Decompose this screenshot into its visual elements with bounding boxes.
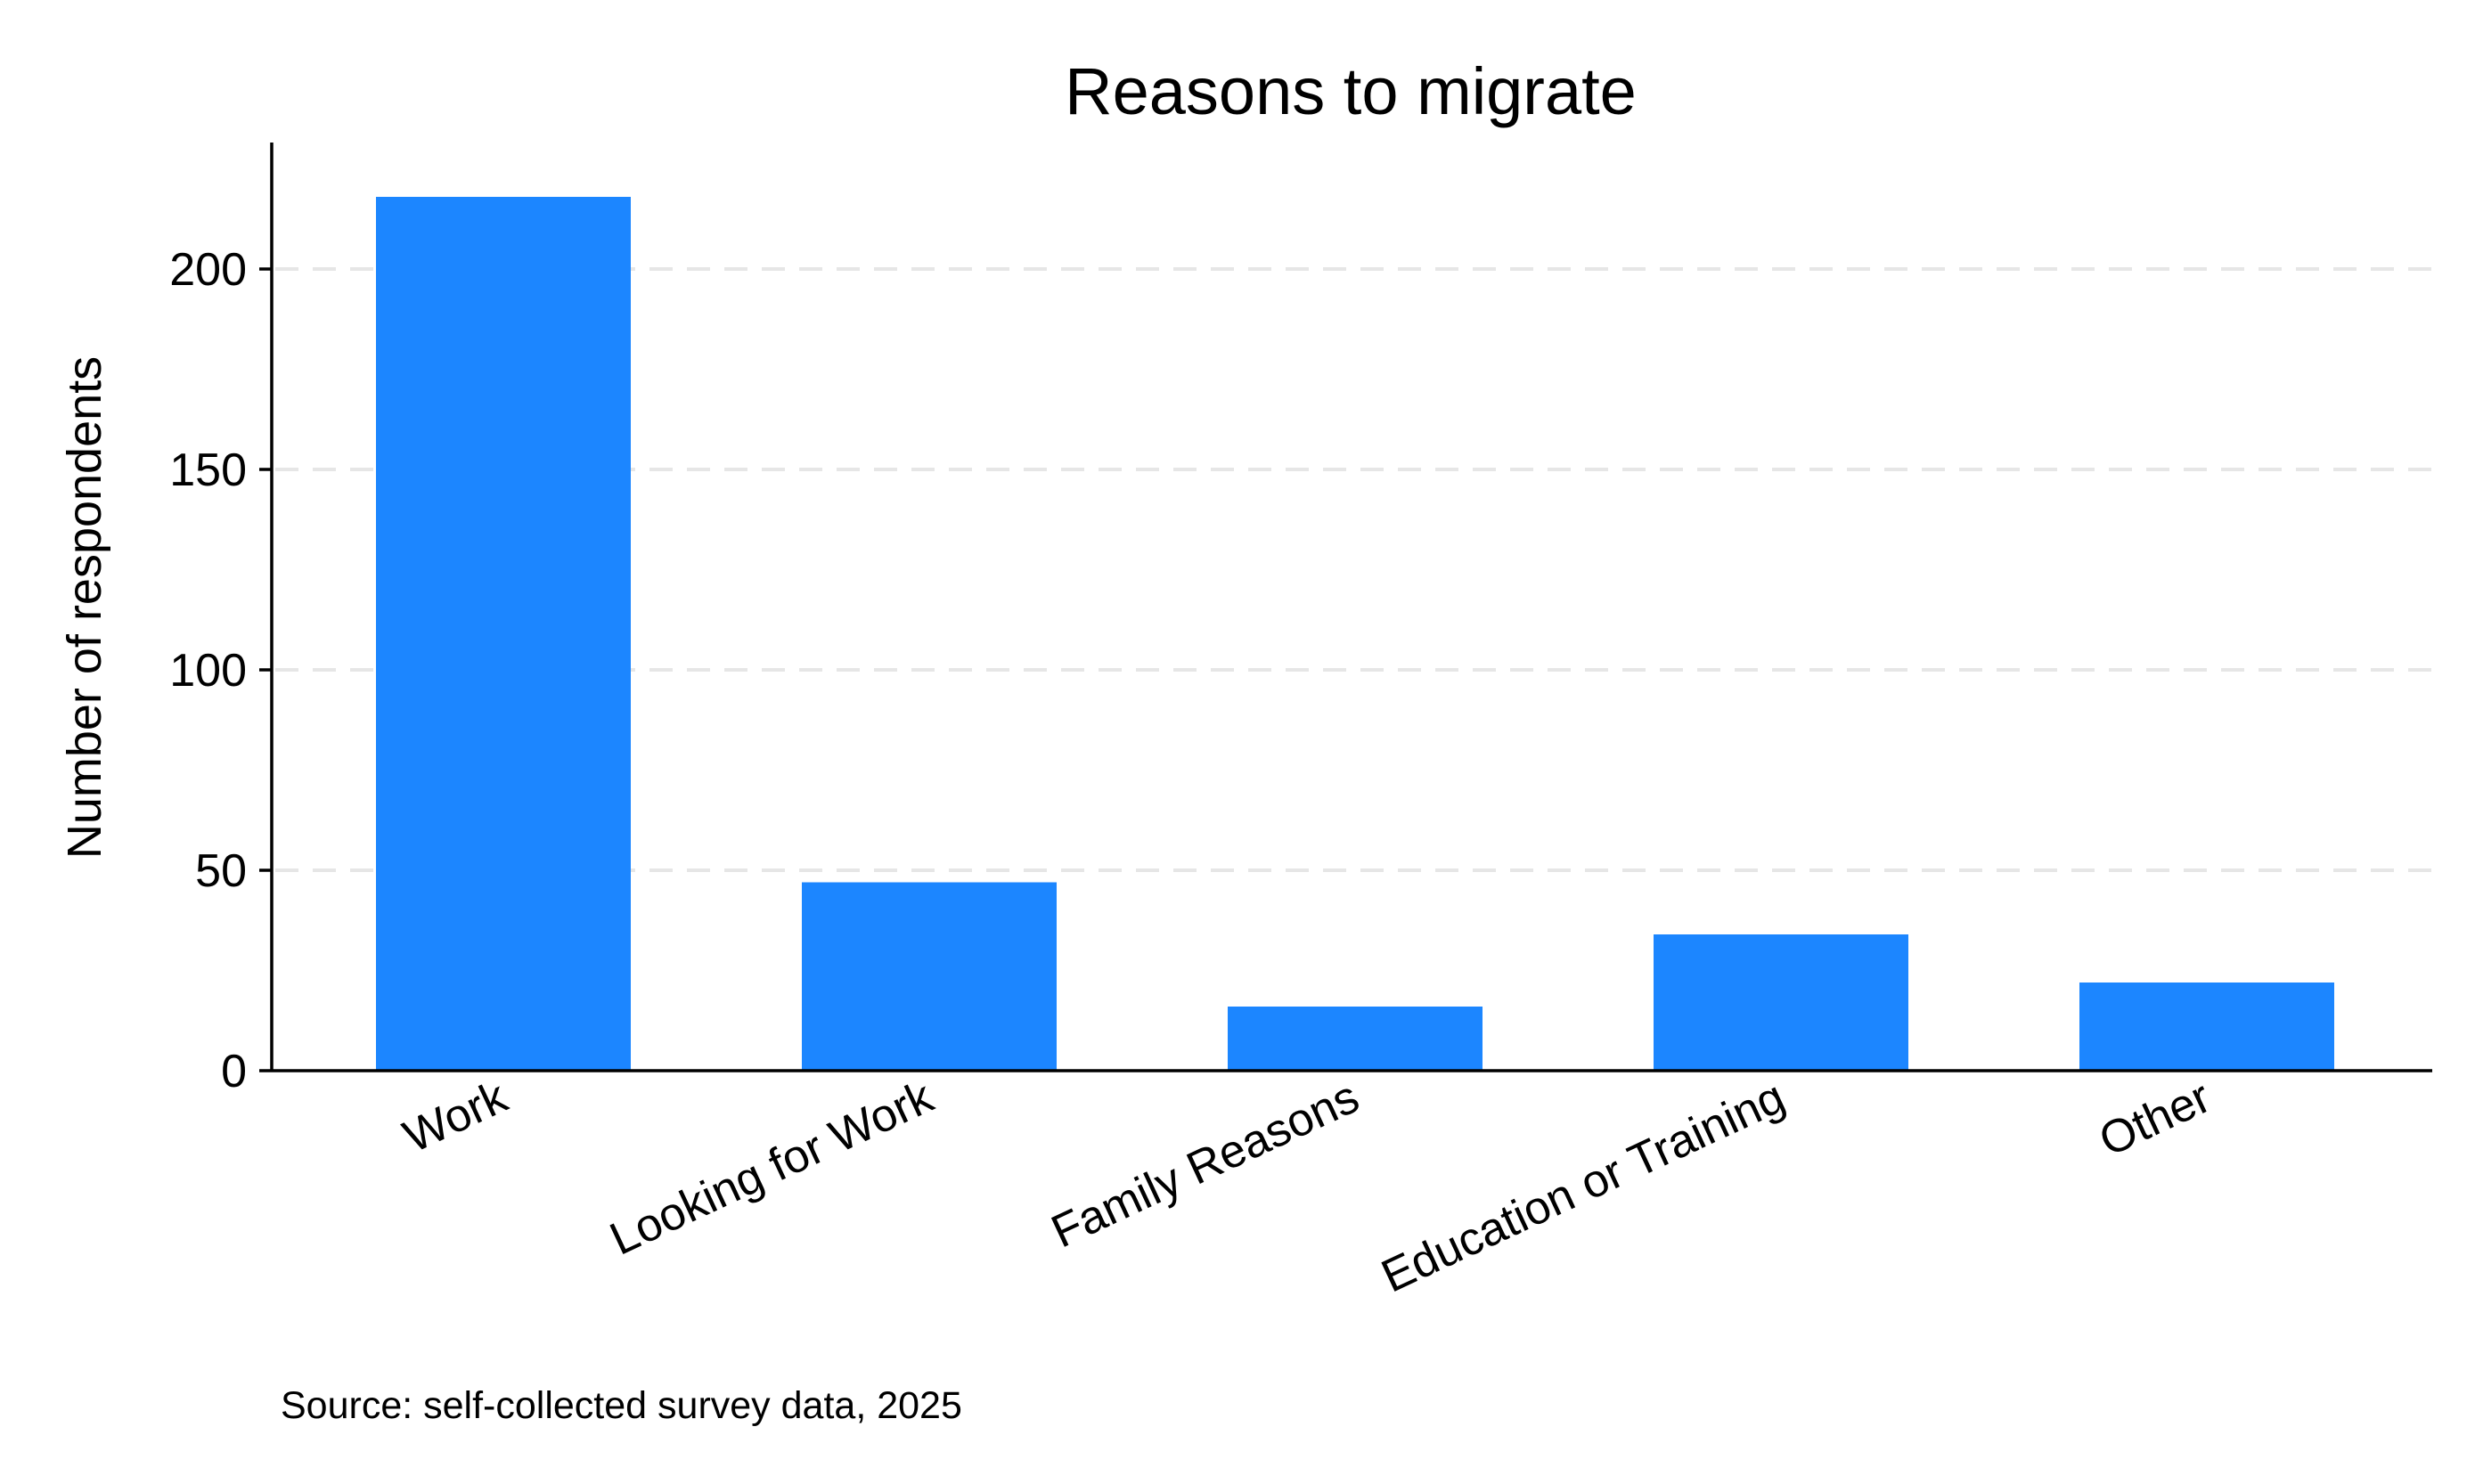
bars [376,197,2334,1071]
bar-family-reasons [1228,1007,1483,1071]
x-tick-label: Education or Training [1374,1071,1793,1302]
chart-title: Reasons to migrate [1065,54,1637,128]
bar-work [376,197,631,1071]
bar-education-or-training [1654,934,1908,1071]
x-axis-labels: Work Looking for Work Family Reasons Educat… [396,1071,2218,1303]
x-tick-label: Other [2092,1071,2218,1167]
x-tick-label: Looking for Work [602,1071,942,1266]
y-tick-label: 50 [195,845,247,897]
y-tick-label: 200 [169,244,247,296]
y-tick-label: 0 [221,1046,247,1097]
y-axis-ticks: 0 50 100 150 200 [169,244,272,1097]
bar-other [2079,983,2334,1071]
x-tick-label: Family Reasons [1044,1071,1367,1258]
y-tick-label: 100 [169,645,247,697]
gridlines [275,267,2432,872]
bar-looking-for-work [802,882,1057,1071]
y-axis-label: Number of respondents [58,356,111,859]
y-tick-label: 150 [169,444,247,496]
x-tick-label: Work [396,1071,516,1163]
source-note: Source: self-collected survey data, 2025 [281,1384,962,1427]
